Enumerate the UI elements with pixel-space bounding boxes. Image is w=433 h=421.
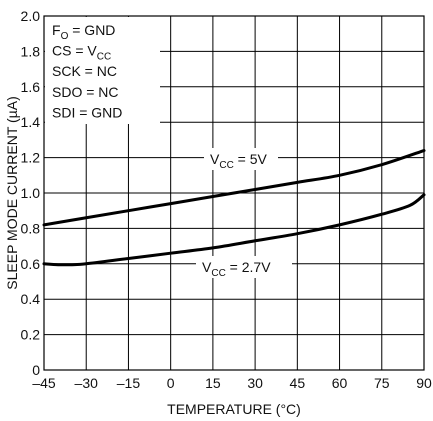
condition-cs: CS = VCC bbox=[52, 43, 111, 63]
series-label-vcc-2-7v-background bbox=[196, 256, 292, 278]
conditions-background bbox=[45, 17, 160, 124]
y-tick-label-10: 2.0 bbox=[21, 8, 41, 24]
y-tick-label-1: 0.2 bbox=[21, 327, 41, 343]
x-axis-label: TEMPERATURE (°C) bbox=[167, 401, 301, 417]
condition-sdo: SDO = NC bbox=[52, 84, 119, 100]
tick-labels: –45 –30 –15 0 15 30 45 60 75 90 0 0.2 0.4 0.6 0.8 1.0 1.… bbox=[21, 8, 432, 391]
series-label-vcc-2-7v: VCC = 2.7V bbox=[202, 259, 271, 279]
y-tick-label-2: 0.4 bbox=[21, 291, 41, 307]
x-tick-label-3: 0 bbox=[167, 375, 175, 391]
series-line-vcc-5v bbox=[42, 149, 426, 227]
y-tick-label-6: 1.2 bbox=[21, 150, 41, 166]
x-tick-label-5: 30 bbox=[247, 375, 263, 391]
y-tick-label-9: 1.8 bbox=[21, 43, 41, 59]
x-tick-label-6: 45 bbox=[290, 375, 306, 391]
y-axis-label: SLEEP MODE CURRENT (µA) bbox=[4, 96, 20, 289]
x-tick-label-2: –15 bbox=[117, 375, 141, 391]
x-tick-label-8: 75 bbox=[374, 375, 390, 391]
condition-sdi: SDI = GND bbox=[52, 104, 122, 120]
y-tick-label-5: 1.0 bbox=[21, 185, 41, 201]
x-tick-label-7: 60 bbox=[332, 375, 348, 391]
series-label-vcc-5v: VCC = 5V bbox=[210, 151, 268, 171]
plot-frame bbox=[43, 15, 425, 371]
x-tick-label-9: 90 bbox=[416, 375, 432, 391]
series-labels: VCC = 5V VCC = 2.7V bbox=[196, 148, 292, 279]
x-tick-label-0: –45 bbox=[32, 375, 56, 391]
condition-fo: FO = GND bbox=[52, 22, 115, 42]
y-tick-label-4: 0.8 bbox=[21, 220, 41, 236]
x-tick-label-4: 15 bbox=[205, 375, 221, 391]
y-tick-label-8: 1.6 bbox=[21, 79, 41, 95]
condition-sck: SCK = NC bbox=[52, 63, 117, 79]
series-lines bbox=[42, 149, 426, 267]
series-line-vcc-2-7v bbox=[42, 193, 426, 267]
y-tick-label-3: 0.6 bbox=[21, 256, 41, 272]
x-tick-label-1: –30 bbox=[75, 375, 99, 391]
y-tick-label-0: 0 bbox=[32, 362, 40, 378]
y-tick-label-7: 1.4 bbox=[21, 114, 41, 130]
series-label-vcc-5v-background bbox=[204, 148, 278, 170]
